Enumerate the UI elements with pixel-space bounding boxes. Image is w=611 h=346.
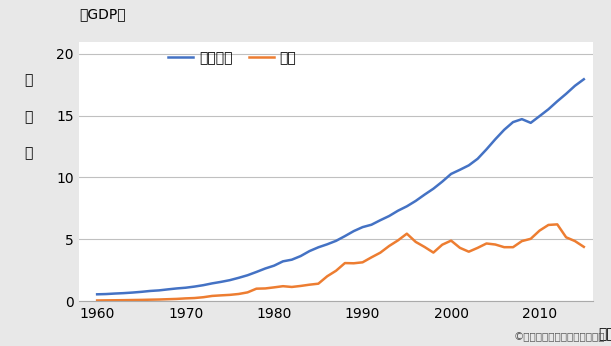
Text: 兆: 兆 <box>24 73 32 88</box>
Legend: アメリカ, 日本: アメリカ, 日本 <box>169 51 296 65</box>
アメリカ <box>102 292 109 296</box>
日本 <box>465 249 472 254</box>
日本 <box>102 298 109 302</box>
日本 <box>93 298 101 302</box>
アメリカ <box>465 163 472 167</box>
Text: ル: ル <box>24 146 32 160</box>
アメリカ <box>93 292 101 297</box>
Line: 日本: 日本 <box>97 224 584 300</box>
Line: アメリカ: アメリカ <box>97 79 584 294</box>
日本 <box>368 255 375 260</box>
アメリカ <box>412 199 419 203</box>
アメリカ <box>368 223 375 227</box>
Text: （年）: （年） <box>598 327 611 341</box>
Text: ド: ド <box>24 110 32 124</box>
Text: ©やさしい投資信託のはじめ方: ©やさしい投資信託のはじめ方 <box>513 333 605 343</box>
アメリカ <box>271 264 278 268</box>
アメリカ <box>394 209 401 213</box>
日本 <box>271 285 278 290</box>
日本 <box>580 245 588 249</box>
日本 <box>554 222 561 226</box>
日本 <box>394 238 401 243</box>
日本 <box>412 240 419 244</box>
Text: （GDP）: （GDP） <box>79 7 126 21</box>
アメリカ <box>580 77 588 81</box>
